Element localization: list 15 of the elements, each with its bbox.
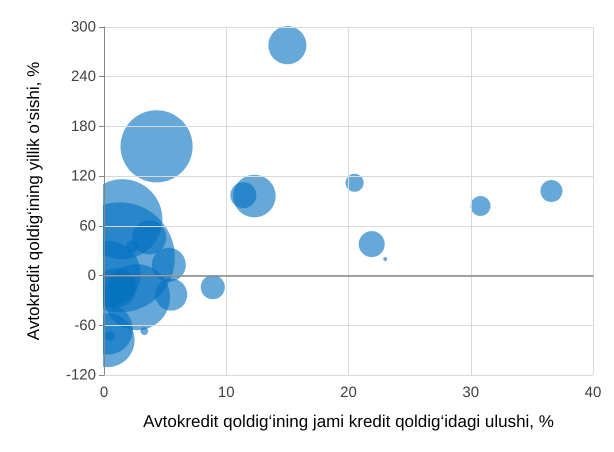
x-tick-label: 10: [218, 384, 235, 401]
y-tick-label: 120: [70, 168, 96, 185]
y-tick-label: 300: [70, 18, 96, 36]
y-axis-title: Avtokredit qoldig‘ining yillik o‘sishi, %: [24, 62, 43, 340]
x-tick-label: 40: [584, 384, 602, 401]
y-tick-label: -120: [66, 366, 96, 384]
x-tick-label: 20: [340, 384, 357, 401]
y-tick-label: 0: [88, 267, 96, 284]
y-tick-label: -60: [74, 316, 96, 334]
x-axis-title: Avtokredit qoldig‘ining jami kredit qoldig‘idagi ulushi, %: [143, 412, 554, 431]
y-tick-label: 240: [70, 68, 96, 86]
x-tick-label: 30: [462, 384, 480, 401]
y-tick-label: 60: [79, 217, 96, 234]
y-tick-label: 180: [70, 118, 96, 135]
x-tick-label: 0: [100, 384, 108, 401]
